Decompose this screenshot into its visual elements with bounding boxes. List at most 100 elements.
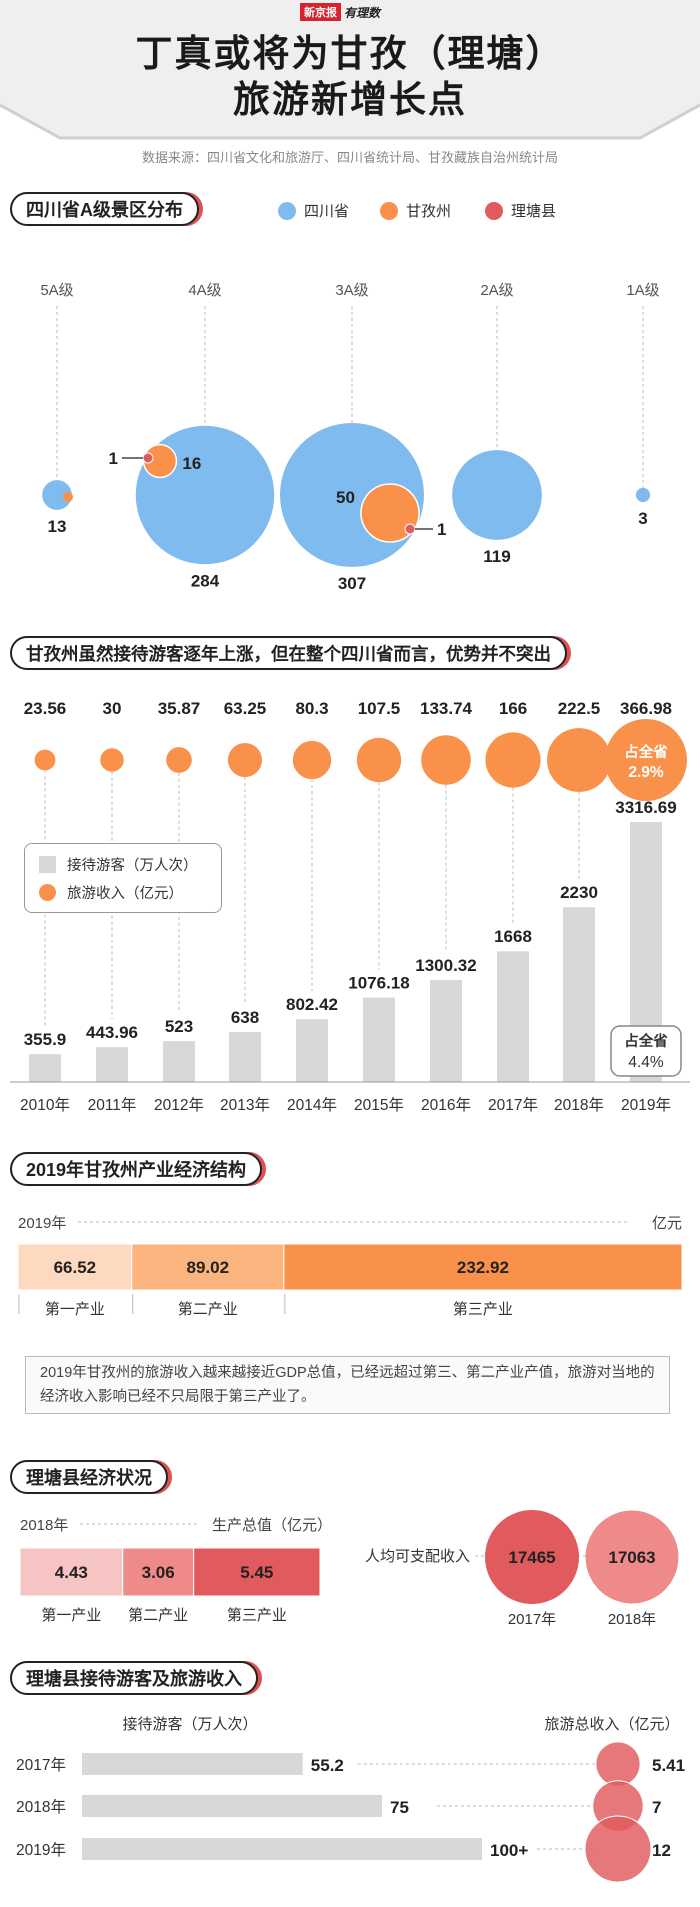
value-sichuan-0: 13 [48, 517, 67, 536]
page-title-line2: 旅游新增长点 [233, 79, 467, 120]
bar-visitors-7 [497, 951, 529, 1082]
visitor-share-value: 4.4% [628, 1054, 664, 1071]
value-income-6: 133.74 [420, 699, 473, 718]
segment-label-1: 第二产业 [178, 1300, 238, 1318]
year-label: 2019年 [18, 1215, 66, 1232]
bubble-income-5 [356, 737, 402, 783]
segment-value-1: 3.06 [142, 1563, 175, 1582]
bubble-income-7 [485, 732, 541, 788]
bar-visitors-8 [563, 907, 595, 1082]
visitor-share-label: 占全省 [624, 1032, 668, 1050]
legend-sichuan: 四川省 [278, 200, 349, 221]
category-label-2: 3A级 [335, 282, 368, 299]
page-title-line1: 丁真或将为甘孜（理塘） [135, 33, 565, 74]
value-revenue-1: 7 [652, 1798, 661, 1817]
legend-swatch-income [39, 884, 56, 901]
category-label-1: 4A级 [188, 282, 221, 299]
bubble-litang-1 [142, 452, 154, 464]
segment-label-0: 第一产业 [41, 1606, 101, 1624]
header-background [0, 0, 700, 140]
bar-visitors-0 [82, 1753, 303, 1775]
tick-label-5: 2015年 [354, 1096, 404, 1114]
header: 新京报 有理数 丁真或将为甘孜（理塘） 旅游新增长点 [0, 0, 700, 140]
chart-ganzi-visitors: 355.9 23.56 2010年 443.96 30 2011年 523 35.87 2012… [10, 699, 690, 1114]
tick-label-9: 2019年 [621, 1096, 671, 1114]
logo: 新京报 有理数 [300, 2, 380, 22]
bar-visitors-2 [82, 1838, 482, 1860]
income-value-0: 17465 [508, 1548, 555, 1567]
segment-label-2: 第三产业 [453, 1300, 513, 1318]
value-visitors-8: 2230 [560, 883, 598, 902]
bubble-income-0 [34, 749, 56, 771]
income-share-label: 占全省 [624, 743, 668, 761]
legend-label-litang: 理塘县 [511, 203, 557, 220]
right-axis-label: 旅游总收入（亿元） [544, 1716, 679, 1733]
row-label-1: 2018年 [16, 1798, 66, 1816]
section-title-litang-economy: 理塘县经济状况 [10, 1460, 168, 1494]
value-visitors-5: 1076.18 [348, 974, 409, 993]
bubble-sichuan-3 [452, 450, 542, 540]
bar-visitors-0 [29, 1054, 61, 1082]
value-litang-2: 1 [437, 520, 446, 539]
bubble-income-1 [100, 748, 124, 772]
segment-value-0: 66.52 [54, 1258, 97, 1277]
segment-2 [283, 1243, 683, 1291]
bubble-revenue-0 [595, 1741, 641, 1787]
legend-litang: 理塘县 [485, 200, 556, 221]
tick-label-2: 2012年 [154, 1096, 204, 1114]
section-title-ganzi-visitors: 甘孜州虽然接待游客逐年上涨，但在整个四川省而言，优势并不突出 [10, 636, 567, 670]
row-label-0: 2017年 [16, 1756, 66, 1774]
legend-ganzi: 甘孜州 [380, 200, 451, 221]
bar-visitors-5 [363, 997, 395, 1082]
bubble-ganzi-2 [360, 483, 420, 543]
income-year-1: 2018年 [608, 1611, 656, 1628]
value-income-2: 35.87 [158, 699, 201, 718]
value-income-5: 107.5 [358, 699, 401, 718]
section-title-scenic-areas: 四川省A级景区分布 [10, 192, 199, 226]
value-ganzi-1: 16 [182, 454, 201, 473]
bubble-income-3 [227, 742, 263, 778]
value-ganzi-2: 50 [336, 488, 355, 507]
value-litang-1: 1 [109, 449, 118, 468]
category-label-0: 5A级 [40, 282, 73, 299]
value-income-1: 30 [103, 699, 122, 718]
segment-0 [17, 1243, 133, 1291]
legend-label-income: 旅游收入（亿元） [67, 886, 183, 902]
legend-swatch-visitors [39, 856, 56, 873]
tick-label-0: 2010年 [20, 1096, 70, 1114]
segment-value-2: 232.92 [457, 1258, 509, 1277]
chart-litang-tourism: 接待游客（万人次） 旅游总收入（亿元） 2017年 55.2 5.41 2018年 75 7 2… [16, 1716, 685, 1883]
chart-litang-economy: 2018年 生产总值（亿元） 4.43 第一产业 3.06 第二产业 5.45 第三产业 人均可… [19, 1510, 679, 1628]
category-label-4: 1A级 [626, 282, 659, 299]
value-sichuan-2: 307 [338, 574, 366, 593]
value-sichuan-3: 119 [483, 547, 510, 566]
bubble-income-8 [547, 728, 611, 792]
visitor-share-box [610, 1025, 682, 1077]
income-year-0: 2017年 [508, 1611, 556, 1628]
bubble-litang-2 [404, 523, 416, 535]
bar-visitors-1 [82, 1795, 382, 1817]
value-visitors-0: 355.9 [24, 1030, 67, 1049]
value-income-0: 23.56 [24, 699, 67, 718]
value-visitors-1: 75 [390, 1798, 409, 1817]
segment-label-1: 第二产业 [128, 1606, 188, 1624]
section-title-litang-tourism: 理塘县接待游客及旅游收入 [10, 1661, 258, 1695]
bar-visitors-3 [229, 1031, 261, 1082]
segment-0 [19, 1547, 124, 1597]
legend-label-ganzi: 甘孜州 [406, 203, 452, 220]
segment-value-0: 4.43 [55, 1563, 88, 1582]
bubble-ganzi-0 [63, 492, 73, 502]
bubble-income-2 [166, 747, 192, 773]
legend-label-sichuan: 四川省 [304, 203, 350, 220]
income-bubble-1 [585, 1510, 679, 1604]
legend-dot-ganzi [380, 201, 398, 220]
legend-dot-sichuan [278, 201, 296, 220]
bubble-income-4 [292, 740, 332, 780]
bubble-income-9 [605, 719, 687, 801]
value-income-8: 222.5 [558, 699, 601, 718]
note-box: 2019年甘孜州的旅游收入越来越接近GDP总值，已经远超过第三、第二产业产值，旅… [25, 1356, 670, 1414]
bubble-revenue-2 [584, 1815, 652, 1883]
value-visitors-9: 3316.69 [615, 798, 676, 817]
income-share-value: 2.9% [628, 764, 664, 781]
category-label-3: 2A级 [480, 282, 513, 299]
